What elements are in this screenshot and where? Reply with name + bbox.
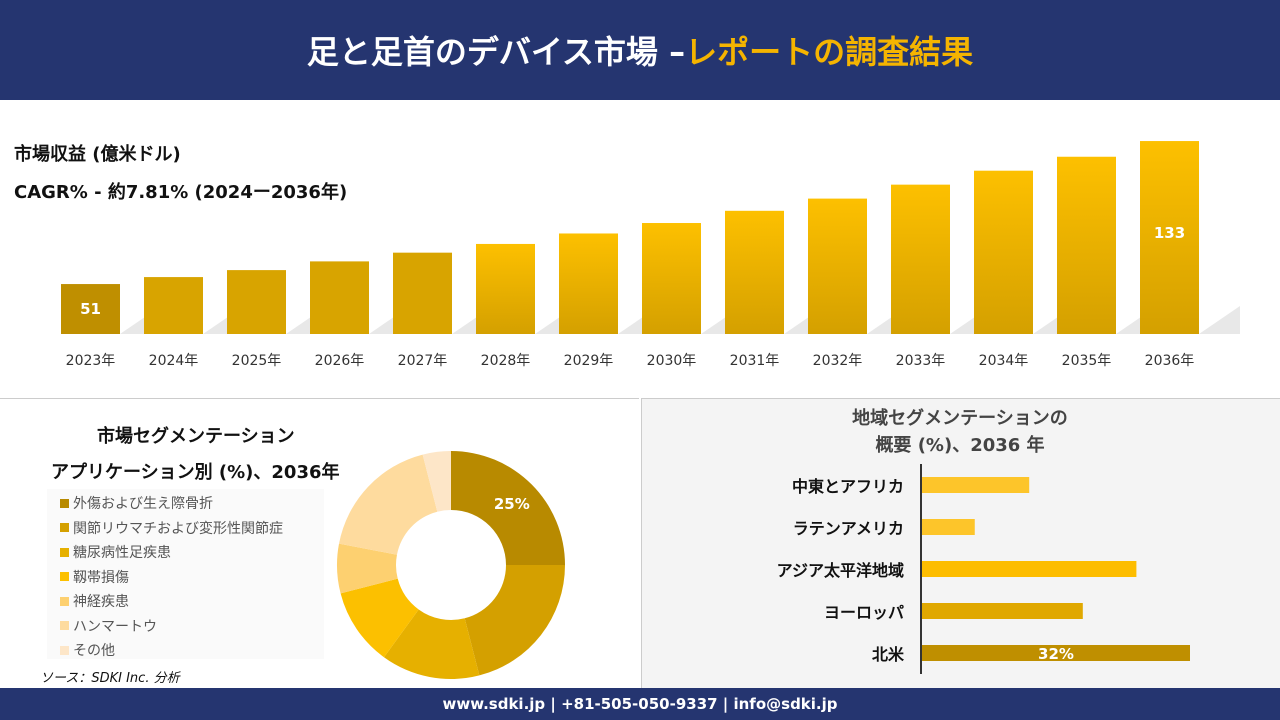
- legend-label: 関節リウマチおよび変形性関節症: [73, 520, 283, 537]
- region-bar: [922, 477, 1030, 493]
- legend-swatch: [60, 596, 69, 606]
- revenue-bar: [1057, 156, 1116, 334]
- region-category-label: アジア太平洋地域: [776, 561, 904, 580]
- donut-slice: [451, 451, 565, 565]
- region-bar: [922, 603, 1083, 619]
- year-tick-label: 2031年: [730, 353, 780, 369]
- year-tick-label: 2030年: [647, 353, 697, 369]
- region-category-label: ヨーロッパ: [823, 603, 904, 622]
- legend-label: 神経疾患: [73, 594, 129, 610]
- region-category-label: 北米: [871, 645, 904, 664]
- revenue-bar: [310, 261, 369, 334]
- legend-item: ハンマートウ: [60, 616, 157, 636]
- revenue-bar-chart: 2023年 51 2024年 2025年 2026年 2027年 2028年 2029年 203…: [61, 141, 1240, 369]
- application-donut-chart: 25%: [337, 451, 565, 679]
- legend-swatch: [60, 645, 69, 655]
- year-tick-label: 2024年: [149, 353, 199, 369]
- legend-swatch: [60, 498, 69, 508]
- source-note: ソース：SDKI Inc. 分析: [40, 671, 180, 686]
- revenue-bar: [393, 252, 452, 334]
- region-category-label: 中東とアフリカ: [791, 477, 904, 496]
- donut-slice: [337, 543, 398, 594]
- revenue-bar: [1140, 141, 1199, 334]
- title-main: 足と足首のデバイス市場 –: [306, 33, 686, 71]
- revenue-bar: [642, 223, 701, 334]
- footer-contact: www.sdki.jp | +81-505-050-9337 | info@sd…: [0, 688, 1280, 720]
- bar-shadow: [1199, 306, 1240, 334]
- legend-swatch: [60, 523, 69, 532]
- bar-data-label: 51: [80, 300, 101, 318]
- region-bar: [922, 645, 1190, 661]
- donut-slice: [464, 565, 565, 676]
- legend-item: その他: [60, 640, 115, 660]
- revenue-bar: [808, 198, 867, 334]
- legend-label: 外傷および生え際骨折: [73, 496, 213, 512]
- legend-swatch: [60, 572, 69, 581]
- donut-legend: 外傷および生え際骨折関節リウマチおよび変形性関節症 糖尿病性足疾患 靱帯損傷神経疾患…: [47, 489, 324, 659]
- legend-swatch: [60, 621, 69, 630]
- legend-swatch: [60, 547, 69, 557]
- legend-label: 靱帯損傷: [73, 569, 129, 586]
- legend-label: その他: [73, 643, 115, 659]
- region-bar: [922, 561, 1137, 577]
- region-title-1: 地域セグメンテーションの: [852, 408, 1068, 429]
- revenue-bar: [559, 233, 618, 334]
- slice-data-label: 25%: [494, 495, 530, 513]
- region-bar-chart: 32%: [920, 464, 1190, 674]
- year-tick-label: 2027年: [398, 353, 448, 369]
- year-tick-label: 2034年: [979, 353, 1029, 369]
- segment-title-1: 市場セグメンテーション: [97, 426, 295, 447]
- region-title-2: 概要 (%)、2036 年: [875, 435, 1045, 456]
- legend-label: ハンマートウ: [73, 618, 157, 635]
- segment-title-2: アプリケーション別 (%)、2036年: [51, 462, 340, 483]
- year-tick-label: 2036年: [1145, 353, 1195, 369]
- year-tick-label: 2033年: [896, 353, 946, 369]
- region-segment-panel: [641, 398, 1280, 688]
- donut-slice: [340, 578, 419, 658]
- revenue-bar: [974, 170, 1033, 334]
- year-tick-label: 2032年: [813, 353, 863, 369]
- revenue-bar: [61, 284, 120, 334]
- cagr-label: CAGR% - 約7.81% (2024ー2036年): [14, 182, 348, 203]
- legend-item: 外傷および生え際骨折: [60, 493, 213, 513]
- revenue-bar: [144, 277, 203, 334]
- year-tick-label: 2029年: [564, 353, 614, 369]
- region-bar: [922, 519, 975, 535]
- revenue-bar: [891, 184, 950, 334]
- legend-item: 神経疾患: [60, 591, 129, 611]
- legend-label: 糖尿病性足疾患: [73, 545, 171, 561]
- header-banner: 足と足首のデバイス市場 – レポートの調査結果: [0, 0, 1280, 100]
- region-data-label: 32%: [1038, 645, 1074, 663]
- revenue-bar: [227, 270, 286, 334]
- legend-item: 糖尿病性足疾患: [60, 542, 171, 562]
- revenue-bar: [476, 243, 535, 334]
- title-highlight: レポートの調査結果: [685, 33, 974, 71]
- region-category-label: ラテンアメリカ: [792, 519, 904, 538]
- legend-item: 関節リウマチおよび変形性関節症: [60, 518, 283, 538]
- revenue-label: 市場収益 (億米ドル): [14, 144, 181, 165]
- year-tick-label: 2035年: [1062, 353, 1112, 369]
- donut-slice: [339, 454, 438, 555]
- year-tick-label: 2025年: [232, 353, 282, 369]
- year-tick-label: 2028年: [481, 353, 531, 369]
- year-tick-label: 2023年: [66, 353, 116, 369]
- donut-slice: [383, 609, 480, 679]
- year-tick-label: 2026年: [315, 353, 365, 369]
- legend-item: 靱帯損傷: [60, 567, 129, 587]
- donut-slice: [422, 451, 451, 512]
- revenue-bar: [725, 210, 784, 334]
- bar-data-label: 133: [1154, 224, 1185, 242]
